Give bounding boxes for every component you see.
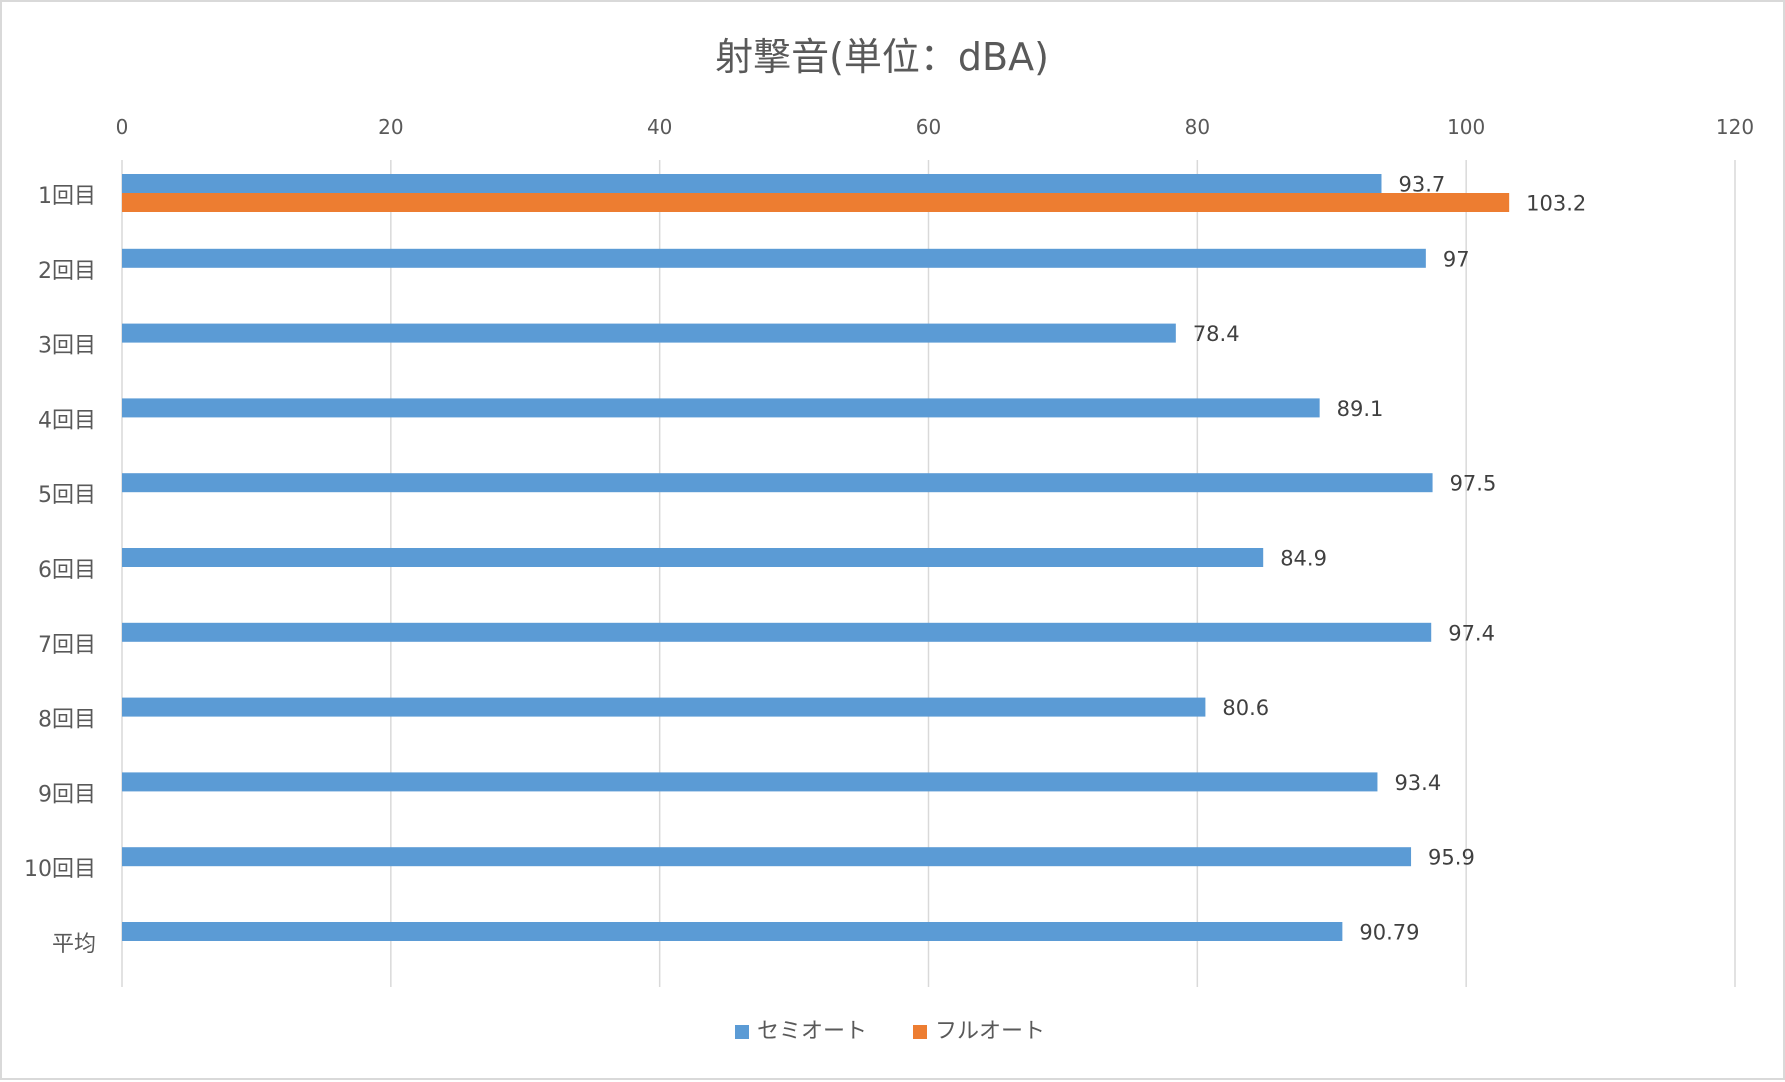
bar-full-auto [122, 193, 1510, 212]
x-tick-label: 0 [116, 115, 129, 139]
bar-semi-auto [122, 847, 1412, 867]
data-label: 95.9 [1428, 846, 1475, 870]
bars [122, 174, 1510, 941]
gridlines [121, 160, 1736, 987]
category-label: 4回目 [38, 408, 96, 433]
category-label: 3回目 [38, 334, 96, 359]
x-tick-label: 100 [1447, 115, 1485, 139]
category-label: 7回目 [38, 633, 96, 658]
data-label: 90.79 [1359, 921, 1419, 945]
bar-semi-auto [122, 473, 1433, 493]
bar-semi-auto [122, 922, 1343, 941]
x-tick-label: 20 [378, 115, 403, 139]
bar-semi-auto [122, 323, 1176, 343]
data-label: 84.9 [1280, 547, 1327, 571]
category-label: 8回目 [38, 708, 96, 733]
x-tick-label: 40 [647, 115, 672, 139]
legend-label: セミオート [757, 1019, 867, 1044]
bar-semi-auto [122, 622, 1432, 642]
data-labels: 93.7 103.2 97 78.4 89.1 97.5 84.9 97.4 80.6 93.4 9… [1193, 173, 1586, 945]
data-label: 97 [1443, 247, 1470, 271]
data-label: 103.2 [1526, 192, 1586, 216]
data-label: 93.7 [1398, 173, 1445, 197]
legend-label: フルオート [935, 1019, 1045, 1044]
legend-swatch [913, 1025, 927, 1039]
data-label: 78.4 [1193, 322, 1240, 346]
x-axis-ticks: 0 20 40 60 80 100 120 [116, 115, 1754, 139]
bar-semi-auto [122, 174, 1382, 193]
category-label: 10回目 [24, 857, 96, 882]
bar-semi-auto [122, 548, 1264, 567]
category-label: 5回目 [38, 483, 96, 508]
legend-swatch [735, 1025, 749, 1039]
legend: セミオート フルオート [735, 1019, 1045, 1044]
x-tick-label: 80 [1185, 115, 1210, 139]
data-label: 89.1 [1337, 397, 1384, 421]
data-label: 97.4 [1448, 621, 1495, 645]
x-tick-label: 120 [1716, 115, 1754, 139]
category-label: 平均 [52, 932, 96, 957]
category-label: 2回目 [38, 259, 96, 284]
data-label: 93.4 [1394, 771, 1441, 795]
data-label: 97.5 [1450, 472, 1497, 496]
category-label: 9回目 [38, 782, 96, 807]
data-label: 80.6 [1222, 696, 1269, 720]
chart-title: 射撃音(単位：dBA) [715, 35, 1049, 79]
category-label: 1回目 [38, 184, 96, 209]
bar-semi-auto [122, 398, 1320, 418]
category-label: 6回目 [38, 558, 96, 583]
bar-semi-auto [122, 248, 1426, 268]
bar-semi-auto [122, 772, 1378, 792]
x-tick-label: 60 [916, 115, 941, 139]
bar-semi-auto [122, 697, 1206, 717]
